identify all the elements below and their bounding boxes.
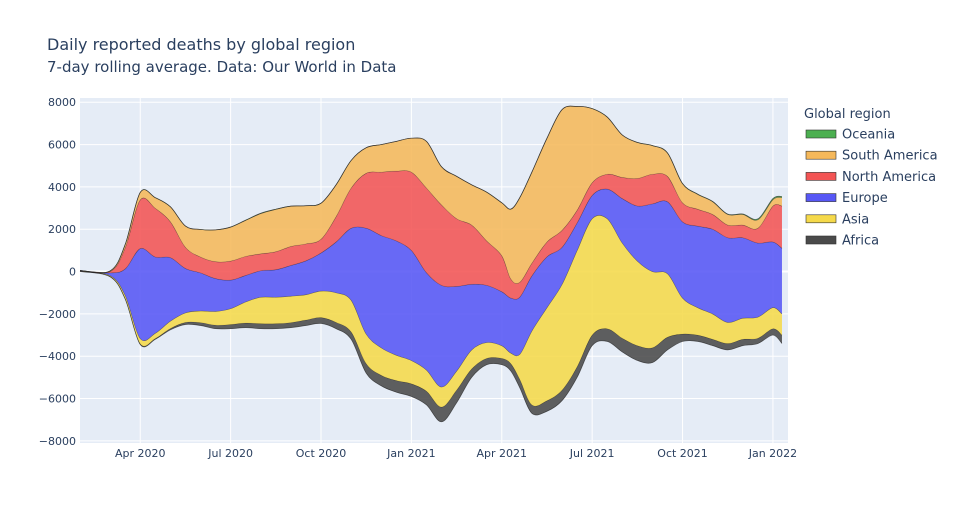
legend-label: South America — [842, 149, 938, 164]
x-tick-label: Oct 2020 — [296, 447, 347, 460]
x-tick-label: Apr 2021 — [477, 447, 528, 460]
chart-title: Daily reported deaths by global region — [47, 35, 355, 54]
legend[interactable]: Global region Oceania South America North … — [804, 107, 938, 249]
y-tick-label: −8000 — [39, 435, 76, 448]
area-europe[interactable] — [80, 188, 782, 387]
x-tick-label: Oct 2021 — [657, 447, 708, 460]
x-tick-label: Apr 2020 — [115, 447, 166, 460]
legend-label: Oceania — [842, 128, 895, 143]
chart-subtitle: 7-day rolling average. Data: Our World i… — [47, 58, 396, 76]
legend-swatch — [805, 214, 837, 224]
legend-swatch — [805, 129, 837, 139]
y-tick-label: −4000 — [39, 350, 76, 363]
x-tick-label: Jan 2021 — [386, 447, 435, 460]
area-asia[interactable] — [80, 215, 782, 408]
x-tick-label: Jul 2021 — [569, 447, 615, 460]
stacked-areas — [79, 105, 783, 423]
area-south-america[interactable] — [80, 106, 782, 284]
legend-item-africa[interactable]: Africa — [805, 234, 879, 249]
legend-label: North America — [842, 170, 936, 185]
legend-item-south-america[interactable]: South America — [805, 149, 938, 164]
legend-label: Asia — [842, 212, 869, 227]
legend-title: Global region — [804, 107, 891, 122]
legend-item-europe[interactable]: Europe — [805, 191, 888, 206]
legend-item-oceania[interactable]: Oceania — [805, 128, 895, 143]
y-tick-label: 2000 — [48, 223, 76, 236]
legend-item-north-america[interactable]: North America — [805, 170, 936, 185]
legend-item-asia[interactable]: Asia — [805, 212, 869, 227]
legend-swatch — [805, 172, 837, 181]
legend-swatch — [805, 235, 837, 245]
legend-label: Europe — [842, 191, 888, 206]
legend-swatch — [805, 193, 837, 202]
y-tick-label: −6000 — [39, 393, 76, 406]
y-tick-label: −2000 — [39, 308, 76, 321]
y-tick-label: 8000 — [48, 96, 76, 109]
x-tick-label: Jan 2022 — [748, 447, 797, 460]
y-tick-label: 6000 — [48, 139, 76, 152]
y-tick-label: 0 — [69, 266, 76, 279]
y-tick-label: 4000 — [48, 181, 76, 194]
area-baseline-edge — [79, 271, 783, 423]
y-axis: 8000 6000 4000 2000 0 −2000 −4000 −6000 −8000 — [39, 96, 76, 448]
legend-label: Africa — [842, 234, 879, 249]
x-axis: Apr 2020 Jul 2020 Oct 2020 Jan 2021 Apr 2021… — [115, 447, 797, 460]
x-tick-label: Jul 2020 — [207, 447, 253, 460]
legend-swatch — [805, 150, 837, 160]
area-north-america[interactable] — [80, 170, 782, 300]
area-edge-oceania — [79, 105, 783, 274]
